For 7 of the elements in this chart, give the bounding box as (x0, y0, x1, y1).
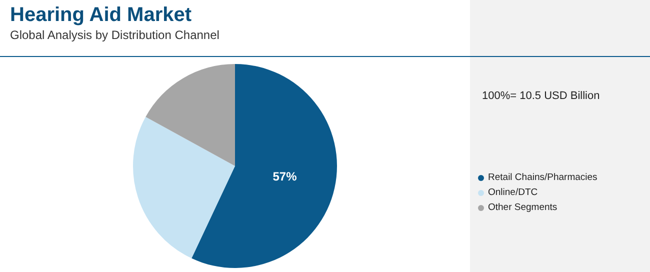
legend-label: Online/DTC (488, 187, 538, 198)
data-label: 57% (272, 169, 298, 184)
chart-subtitle: Global Analysis by Distribution Channel (10, 28, 220, 42)
legend-label: Other Segments (488, 202, 558, 213)
legend-label: Retail Chains/Pharmacies (488, 172, 598, 183)
chart-title: Hearing Aid Market (10, 4, 192, 27)
text: 100%= 10.5 USD Billion (482, 90, 600, 102)
